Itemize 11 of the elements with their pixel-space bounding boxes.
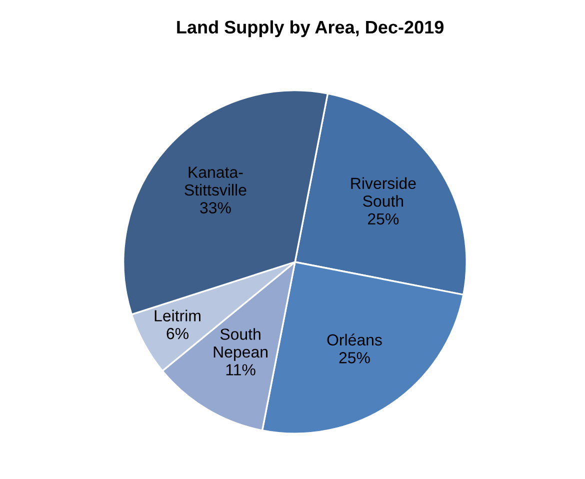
data-label: 33%	[200, 202, 231, 214]
slice-label: Orléans	[327, 334, 382, 346]
data-label: 6%	[166, 328, 188, 340]
data-label: 25%	[339, 352, 370, 364]
data-label: 25%	[368, 213, 399, 225]
slice-label: Riverside South	[351, 177, 416, 207]
slice-label: South Nepean	[214, 328, 268, 361]
data-label: 11%	[226, 364, 256, 376]
slice-label: Leitrim	[154, 310, 200, 322]
chart-title: Land Supply by Area, Dec-2019	[177, 20, 444, 38]
slice-label: Kanata-Stittsville	[184, 166, 246, 196]
